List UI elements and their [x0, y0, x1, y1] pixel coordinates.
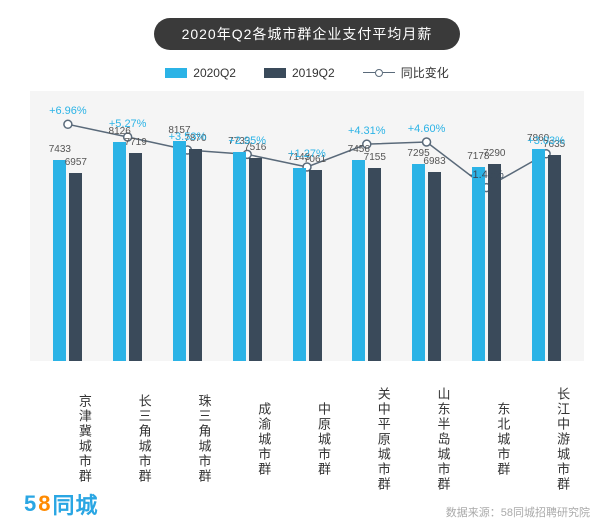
bar-group: 71437061 — [281, 168, 333, 361]
logo-8: 8 — [38, 491, 50, 517]
bar-group: 74336957 — [42, 160, 94, 361]
bar-group: 81577870 — [161, 141, 213, 361]
bar-s2020: 7433 — [53, 160, 66, 361]
source-text: 数据来源：58同城招聘研究院 — [446, 504, 590, 520]
bar-value-label: 7719 — [125, 137, 147, 148]
bar-s2020: 7860 — [532, 149, 545, 361]
bar-value-label: 7290 — [483, 148, 505, 159]
bar-s2020: 7178 — [472, 167, 485, 361]
pct-change-label: -1.48% — [469, 168, 504, 180]
pct-change-label: +4.31% — [348, 125, 386, 137]
pct-change-label: +1.27% — [288, 148, 326, 160]
chart-title: 2020年Q2各城市群企业支付平均月薪 — [154, 18, 461, 50]
swatch-2020 — [165, 68, 187, 78]
pct-change-label: +3.03% — [527, 135, 565, 147]
legend-label: 同比变化 — [401, 64, 449, 81]
logo-5: 5 — [24, 491, 36, 517]
bar-value-label: 7155 — [364, 152, 386, 163]
bar-s2019: 7061 — [309, 170, 322, 361]
bar-s2020: 7733 — [233, 152, 246, 361]
swatch-2019 — [264, 68, 286, 78]
x-category-label: 京津冀城市群 — [42, 384, 94, 494]
bar-value-label: 6957 — [65, 157, 87, 168]
bar-s2019: 7719 — [129, 153, 142, 361]
bar-s2019: 6983 — [428, 172, 441, 361]
bar-s2019: 7870 — [189, 149, 202, 361]
bar-s2020: 7456 — [352, 160, 365, 361]
bar-s2020: 7143 — [293, 168, 306, 361]
x-category-label: 关中平原城市群 — [341, 384, 393, 494]
bar-value-label: 6983 — [423, 156, 445, 167]
x-category-label: 东北城市群 — [460, 384, 512, 494]
chart-card: 2020年Q2各城市群企业支付平均月薪 2020Q2 2019Q2 同比变化 单… — [0, 0, 614, 532]
bar-s2020: 7295 — [412, 164, 425, 361]
bar-group: 71787290 — [460, 164, 512, 361]
bar-group: 72956983 — [401, 164, 453, 361]
bar-s2019: 7155 — [368, 168, 381, 361]
pct-change-label: +6.96% — [49, 105, 87, 117]
bar-group: 78607635 — [520, 149, 572, 361]
bar-s2020: 8126 — [113, 142, 126, 361]
x-category-label: 成渝城市群 — [221, 384, 273, 494]
bar-s2019: 7516 — [249, 158, 262, 361]
pct-change-label: +2.95% — [228, 135, 266, 147]
legend: 2020Q2 2019Q2 同比变化 — [24, 64, 590, 81]
legend-label: 2020Q2 — [193, 66, 236, 80]
bar-s2019: 6957 — [69, 173, 82, 361]
bar-s2020: 8157 — [173, 141, 186, 361]
line-swatch — [363, 69, 395, 77]
x-category-label: 山东半岛城市群 — [401, 384, 453, 494]
x-category-label: 长三角城市群 — [102, 384, 154, 494]
legend-label: 2019Q2 — [292, 66, 335, 80]
bar-group: 81267719 — [102, 142, 154, 361]
x-category-label: 珠三角城市群 — [161, 384, 213, 494]
bar-s2019: 7635 — [548, 155, 561, 361]
legend-item-2020: 2020Q2 — [165, 66, 236, 80]
x-category-label: 中原城市群 — [281, 384, 333, 494]
bar-group: 77337516 — [221, 152, 273, 361]
plot-area: 74336957+6.96%81267719+5.27%81577870+3.5… — [24, 91, 590, 361]
x-category-label: 长江中游城市群 — [520, 384, 572, 494]
bar-value-label: 7433 — [49, 144, 71, 155]
pct-change-label: +3.53% — [169, 131, 207, 143]
bar-s2019: 7290 — [488, 164, 501, 361]
pct-change-label: +5.27% — [109, 118, 147, 130]
legend-item-2019: 2019Q2 — [264, 66, 335, 80]
bar-group: 74567155 — [341, 160, 393, 361]
pct-change-label: +4.60% — [408, 123, 446, 135]
legend-item-line: 同比变化 — [363, 64, 449, 81]
